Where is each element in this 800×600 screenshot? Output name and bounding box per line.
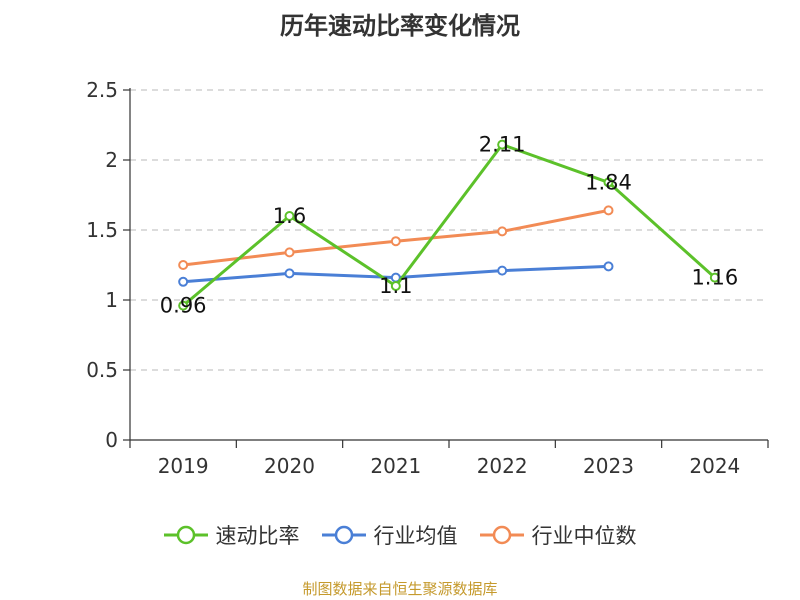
data-point — [497, 139, 508, 150]
data-point — [390, 236, 401, 247]
legend-line-icon — [321, 525, 366, 545]
x-tick-label: 2021 — [370, 454, 421, 478]
legend-line-icon — [479, 525, 524, 545]
legend-item-industry-average[interactable]: 行业均值 — [321, 520, 458, 550]
data-source-note: 制图数据来自恒生聚源数据库 — [302, 580, 498, 598]
data-label: 1.1 — [379, 274, 412, 298]
data-point — [284, 211, 295, 221]
legend: 速动比率 行业均值 行业中位数 — [0, 520, 800, 550]
data-point — [497, 226, 508, 237]
y-tick-label: 1 — [105, 288, 118, 312]
x-tick-label: 2023 — [583, 454, 634, 478]
x-tick-label: 2019 — [158, 454, 209, 478]
x-tick-label: 2020 — [264, 454, 315, 478]
data-label: 2.11 — [479, 133, 526, 157]
legend-line-icon — [163, 525, 208, 545]
legend-item-industry-median[interactable]: 行业中位数 — [479, 520, 637, 550]
data-point — [284, 247, 295, 258]
chart-title: 历年速动比率变化情况 — [280, 12, 520, 40]
data-point — [603, 177, 614, 188]
legend-label: 速动比率 — [215, 524, 300, 548]
y-tick-label: 0.5 — [86, 358, 118, 382]
data-point — [390, 281, 401, 291]
y-tick-label: 2.5 — [86, 78, 118, 102]
y-tick-label: 1.5 — [86, 218, 118, 242]
data-point — [497, 265, 508, 276]
legend-label: 行业中位数 — [531, 524, 637, 548]
legend-label: 行业均值 — [373, 524, 458, 548]
data-point — [178, 260, 189, 270]
data-point — [603, 261, 614, 272]
series-line — [182, 143, 716, 307]
data-point — [178, 300, 189, 311]
data-point — [284, 268, 295, 279]
x-tick-label: 2022 — [477, 454, 528, 478]
data-point — [709, 272, 720, 283]
data-label: 1.16 — [691, 266, 738, 290]
data-point — [603, 205, 614, 216]
y-tick-label: 0 — [105, 428, 118, 452]
data-label: 1.6 — [273, 204, 306, 228]
legend-item-quick-ratio[interactable]: 速动比率 — [163, 520, 300, 550]
x-tick-label: 2024 — [689, 454, 740, 478]
data-point — [178, 276, 189, 287]
y-tick-label: 2 — [105, 148, 118, 172]
data-label: 0.96 — [160, 294, 207, 318]
data-label: 1.84 — [585, 170, 632, 194]
